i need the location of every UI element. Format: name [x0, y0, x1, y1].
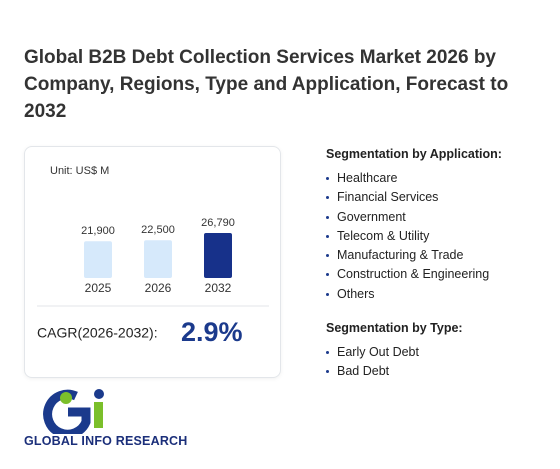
cagr-value: 2.9% [181, 317, 243, 347]
logo-i [94, 402, 103, 428]
value-label: 22,500 [141, 224, 175, 236]
list-item: Manufacturing & Trade [326, 246, 502, 265]
year-label: 2025 [85, 281, 112, 295]
year-label: 2032 [205, 281, 232, 295]
logo-text: GLOBAL INFO RESEARCH [24, 434, 188, 448]
market-card: Unit: US$ M CAGR(2026-2032): 2.9% 21,900… [24, 146, 281, 378]
list-item: Telecom & Utility [326, 227, 502, 246]
list-item: Early Out Debt [326, 343, 463, 362]
logo-i-dot [94, 389, 104, 399]
type-section: Segmentation by Type: Early Out Debt Bad … [326, 321, 463, 382]
cagr-label: CAGR(2026-2032): [37, 325, 158, 341]
logo-dot [60, 392, 72, 404]
bar [204, 233, 232, 278]
bar [144, 240, 172, 278]
bar [84, 241, 112, 278]
application-section: Segmentation by Application: Healthcare F… [326, 147, 502, 304]
page-title: Global B2B Debt Collection Services Mark… [24, 47, 509, 122]
list-item: Bad Debt [326, 362, 463, 381]
application-list: Healthcare Financial Services Government Te… [326, 169, 502, 304]
bar-chart: Unit: US$ M CAGR(2026-2032): 2.9% 21,900… [37, 165, 269, 347]
logo-mark [43, 389, 104, 434]
type-list: Early Out Debt Bad Debt [326, 343, 463, 382]
section-heading: Segmentation by Type: [326, 321, 463, 335]
year-label: 2026 [145, 281, 172, 295]
list-item: Others [326, 285, 502, 304]
list-item: Construction & Engineering [326, 265, 502, 284]
value-label: 21,900 [81, 225, 115, 237]
list-item: Government [326, 208, 502, 227]
list-item: Healthcare [326, 169, 502, 188]
section-heading: Segmentation by Application: [326, 147, 502, 161]
value-label: 26,790 [201, 217, 235, 229]
list-item: Financial Services [326, 188, 502, 207]
unit-label: Unit: US$ M [50, 165, 109, 177]
